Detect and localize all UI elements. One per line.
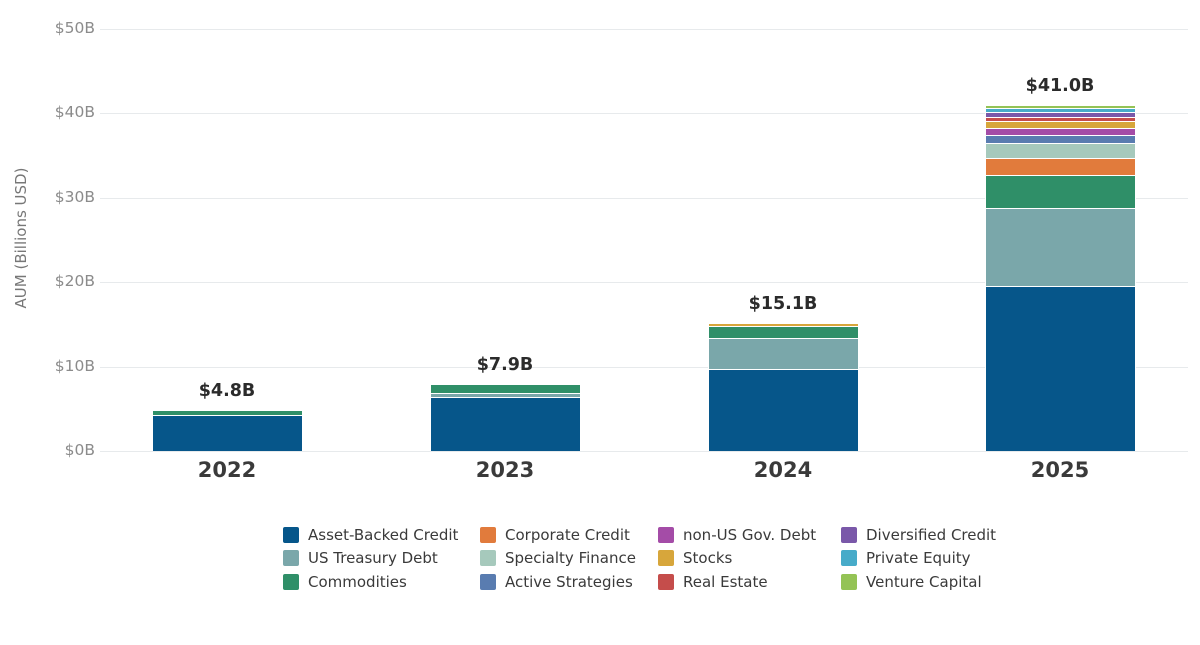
- gridline-10b: [100, 366, 1188, 368]
- bar-segment-diversified-credit-2025: [984, 112, 1136, 117]
- legend-label: Venture Capital: [866, 572, 982, 591]
- legend-item-commodities: Commodities: [283, 572, 458, 591]
- legend-label: Stocks: [683, 549, 733, 567]
- legend-swatch-icon: [283, 573, 299, 590]
- x-tick-label-2023: 2023: [475, 458, 535, 482]
- legend-item-diversified-credit: Diversified Credit: [841, 525, 997, 544]
- legend-label: Specialty Finance: [505, 549, 636, 567]
- bar-segment-us-treasury-debt-2024: [707, 337, 859, 370]
- legend-item-real-estate: Real Estate: [658, 572, 816, 591]
- legend-label: Corporate Credit: [505, 525, 630, 544]
- chart-legend: Asset-Backed Credit US Treasury Debt Commo…: [0, 518, 1200, 608]
- bar-segment-non-us-gov-debt-2025: [984, 128, 1136, 135]
- y-tick-label: $10B: [54, 356, 95, 375]
- legend-swatch-icon: [480, 526, 496, 543]
- y-axis-title: AUM (Billions USD): [12, 167, 30, 309]
- legend-swatch-icon: [658, 573, 674, 590]
- bar-segment-commodities-2024: [707, 325, 859, 338]
- gridline-0b: [100, 451, 1188, 452]
- bar-segment-active-strategies-2025: [984, 134, 1136, 144]
- bar-total-label-2023: $7.9B: [476, 355, 534, 376]
- y-tick-label: $50B: [54, 18, 95, 37]
- bar-total-label-2024: $15.1B: [748, 294, 818, 315]
- bar-segment-asset-backed-credit-2023: [429, 396, 581, 451]
- bar-segment-us-treasury-debt-2023: [429, 392, 581, 397]
- legend-swatch-icon: [841, 526, 857, 543]
- bar-segment-specialty-finance-2025: [984, 143, 1136, 158]
- bar-segment-asset-backed-credit-2022: [151, 415, 303, 451]
- chart-plot-area: AUM (Billions USD) $0B $10B $20B $30B $40B $5…: [12, 18, 1188, 482]
- legend-column-3: non-US Gov. Debt Stocks Real Estate: [658, 526, 816, 597]
- bar-segment-private-equity-2025: [984, 107, 1136, 113]
- legend-item-venture-capital: Venture Capital: [841, 572, 996, 591]
- gridline-40b: [100, 113, 1188, 114]
- y-tick-label: $0B: [64, 441, 95, 459]
- legend-swatch-icon: [480, 573, 496, 590]
- bar-segment-real-estate-2025: [984, 116, 1136, 122]
- legend-item-us-treasury-debt: US Treasury Debt: [283, 549, 458, 567]
- legend-item-active-strategies: Active Strategies: [480, 572, 636, 591]
- legend-label: Private Equity: [866, 549, 971, 567]
- legend-label: Commodities: [308, 572, 407, 591]
- x-tick-label-2024: 2024: [753, 458, 813, 482]
- legend-swatch-icon: [658, 526, 674, 543]
- legend-swatch-icon: [283, 550, 299, 566]
- legend-item-non-us-gov-debt: non-US Gov. Debt: [658, 525, 817, 544]
- gridline-50b: [100, 28, 1188, 30]
- legend-label: Asset-Backed Credit: [308, 525, 459, 544]
- bar-segment-corporate-credit-2025: [984, 157, 1136, 175]
- legend-item-private-equity: Private Equity: [841, 549, 996, 567]
- legend-column-2: Corporate Credit Specialty Finance Active …: [480, 526, 636, 597]
- bar-segment-commodities-2023: [429, 384, 581, 393]
- legend-label: US Treasury Debt: [308, 549, 438, 567]
- gridline-30b: [100, 197, 1188, 199]
- legend-item-stocks: Stocks: [658, 549, 816, 567]
- legend-label: Real Estate: [683, 572, 768, 591]
- legend-item-corporate-credit: Corporate Credit: [480, 525, 636, 544]
- bar-segment-venture-capital-2025: [984, 104, 1136, 108]
- bar-segment-stocks-2025: [984, 121, 1136, 129]
- bar-segment-asset-backed-credit-2024: [707, 369, 859, 451]
- legend-label: non-US Gov. Debt: [683, 525, 817, 544]
- legend-column-4: Diversified Credit Private Equity Venture …: [841, 526, 996, 597]
- x-tick-label-2025: 2025: [1030, 458, 1090, 482]
- bar-total-label-2025: $41.0B: [1025, 75, 1095, 96]
- y-tick-label: $30B: [54, 187, 95, 206]
- y-tick-label: $40B: [54, 103, 95, 121]
- legend-swatch-icon: [841, 550, 857, 566]
- legend-swatch-icon: [283, 526, 299, 543]
- legend-label: Active Strategies: [505, 572, 633, 591]
- bar-segment-commodities-2022: [151, 410, 303, 416]
- legend-column-1: Asset-Backed Credit US Treasury Debt Commo…: [283, 526, 458, 597]
- legend-item-specialty-finance: Specialty Finance: [480, 549, 636, 567]
- gridline-20b: [100, 282, 1188, 283]
- legend-label: Diversified Credit: [866, 525, 997, 544]
- bar-segment-commodities-2025: [984, 174, 1136, 209]
- legend-item-asset-backed-credit: Asset-Backed Credit: [283, 525, 459, 544]
- legend-swatch-icon: [658, 550, 674, 566]
- bar-segment-asset-backed-credit-2025: [984, 286, 1136, 451]
- x-tick-label-2022: 2022: [197, 458, 257, 482]
- bar-total-label-2022: $4.8B: [198, 381, 256, 402]
- legend-swatch-icon: [480, 550, 496, 566]
- y-tick-label: $20B: [54, 272, 95, 290]
- legend-swatch-icon: [841, 573, 857, 590]
- bar-segment-stocks-2024: [707, 323, 859, 326]
- bar-segment-us-treasury-debt-2025: [984, 208, 1136, 287]
